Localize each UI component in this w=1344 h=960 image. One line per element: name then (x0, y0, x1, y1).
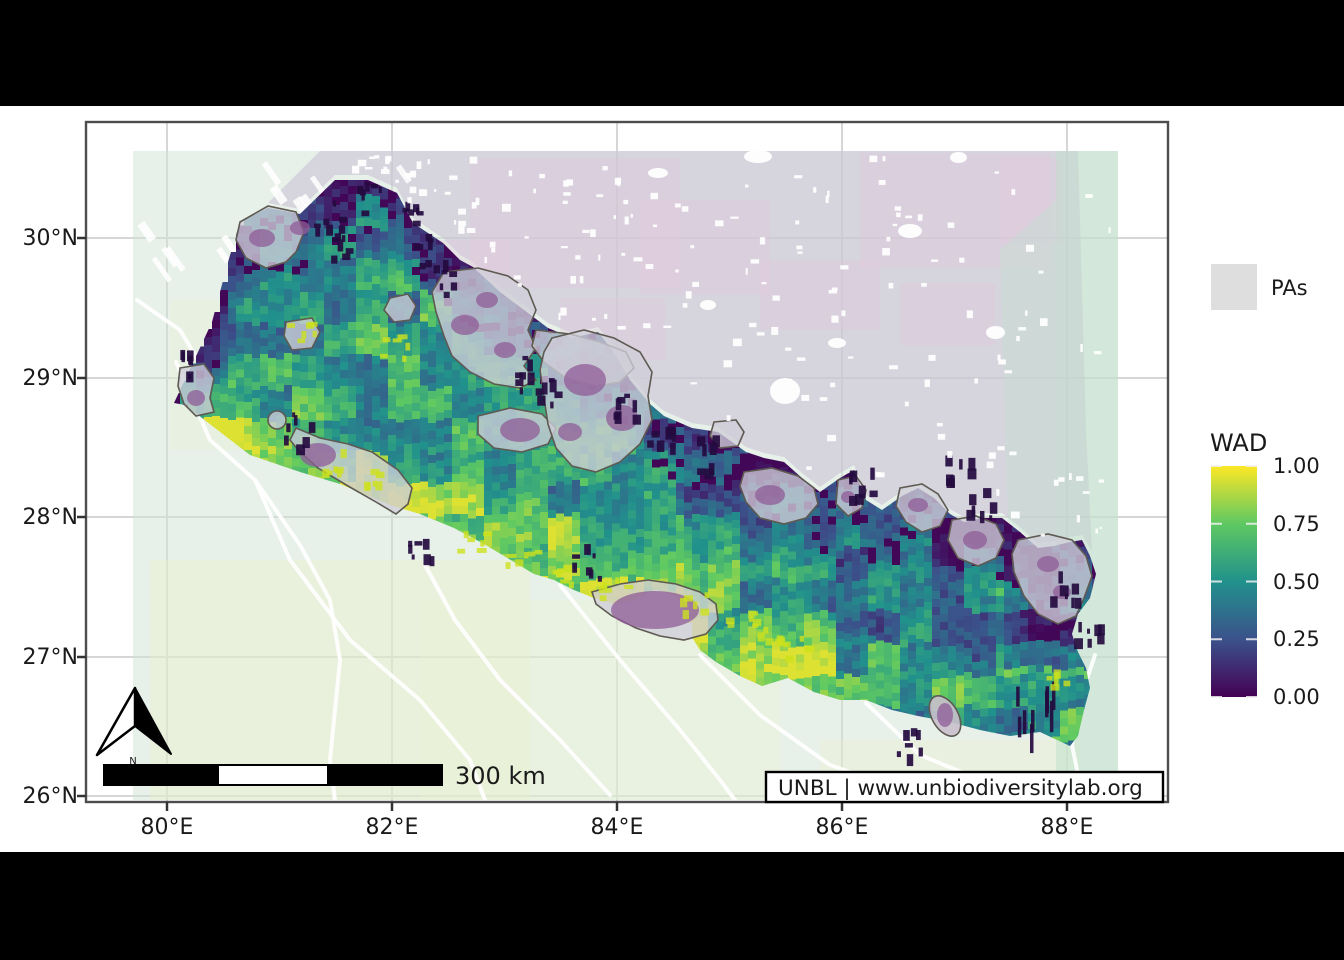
pas-label: PAs (1271, 276, 1308, 300)
pa-purple-patch (290, 221, 310, 235)
north-arrow-label: N (129, 756, 136, 767)
x-tick-label: 88°E (1041, 815, 1094, 840)
y-axis-labels: 30°N 29°N 28°N 27°N 26°N (23, 226, 78, 809)
y-tick-label: 30°N (23, 226, 78, 251)
pa-purple-patch (564, 364, 606, 396)
x-tick-label: 86°E (816, 815, 869, 840)
y-tick-label: 26°N (23, 784, 78, 809)
pa-purple-patch (494, 342, 516, 358)
map-panel (77, 120, 1170, 811)
pa-purple-patch (249, 229, 275, 247)
legend-pas: PAs (1211, 264, 1308, 310)
wad-title: WAD (1210, 429, 1267, 457)
x-tick-label: 84°E (591, 815, 644, 840)
pa-purple-patch (1037, 556, 1059, 572)
wad-tick-label: 0.00 (1273, 685, 1320, 709)
pa-polygon (267, 410, 287, 430)
pa-purple-patch (611, 591, 699, 629)
pas-swatch (1211, 264, 1257, 310)
wad-colorbar-ticks (1211, 465, 1257, 698)
x-tick-label: 82°E (366, 815, 419, 840)
pa-purple-patch (908, 498, 928, 512)
wad-tick-label: 0.50 (1273, 570, 1320, 594)
pa-purple-patch (500, 418, 540, 442)
pa-purple-patch (606, 405, 638, 431)
y-tick-label: 28°N (23, 505, 78, 530)
dark-raster-patches (180, 182, 1105, 767)
snow-speckles (352, 150, 1111, 537)
x-tick-label: 80°E (141, 815, 194, 840)
pa-purple-patch (476, 292, 498, 308)
attribution-box: UNBL | www.unbiodiversitylab.org (764, 770, 1165, 804)
top-black-bar (0, 0, 1344, 106)
scale-bar: 300 km (103, 762, 546, 790)
axis-ticks (77, 236, 1069, 811)
wad-tick-label: 0.75 (1273, 512, 1320, 536)
y-tick-label: 29°N (23, 366, 78, 391)
pa-purple-patch (187, 390, 205, 406)
panel-border (84, 120, 1170, 804)
protected-areas-layer (177, 205, 1093, 737)
pa-purple-patch (300, 443, 336, 467)
north-arrow-right-wing (134, 687, 172, 755)
wad-tick-label: 1.00 (1273, 454, 1320, 478)
pa-purple-patch (937, 703, 953, 727)
bottom-black-bar (0, 852, 1344, 960)
pa-purple-patch (755, 485, 785, 505)
legend-wad: WAD 1.00 0.75 0.50 0.25 0.00 (1210, 429, 1320, 709)
attribution-text: UNBL | www.unbiodiversitylab.org (778, 776, 1143, 801)
pa-purple-patch (451, 315, 479, 335)
pa-purple-patch (963, 531, 987, 549)
x-axis-labels: 80°E 82°E 84°E 86°E 88°E (141, 815, 1094, 840)
pa-polygon (383, 293, 417, 323)
pa-purple-patch (558, 423, 582, 441)
scale-bar-label: 300 km (455, 762, 546, 790)
y-tick-label: 27°N (23, 645, 78, 670)
north-arrow: N (95, 686, 172, 767)
wad-tick-label: 0.25 (1273, 627, 1320, 651)
